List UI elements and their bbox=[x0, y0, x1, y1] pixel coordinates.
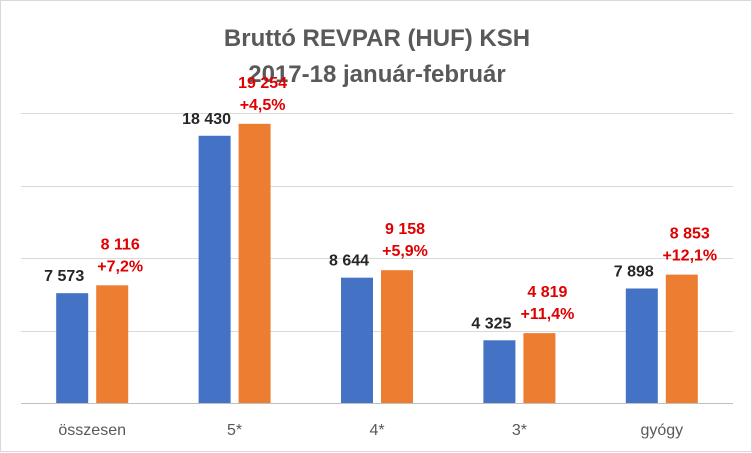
bar-series-1 bbox=[625, 288, 658, 403]
data-label-series-2: 4 819 bbox=[527, 284, 567, 301]
x-tick-label: gyógy bbox=[640, 422, 683, 439]
chart-title: Bruttó REVPAR (HUF) KSH bbox=[223, 25, 531, 52]
bar-series-1 bbox=[198, 135, 231, 403]
x-tick-label: 4* bbox=[369, 422, 384, 439]
bar-series-2 bbox=[523, 333, 556, 403]
change-label-series-2: +5,9% bbox=[382, 243, 428, 260]
x-tick-label: összesen bbox=[58, 422, 126, 439]
data-label-series-1: 7 573 bbox=[44, 268, 84, 285]
data-label-series-1: 18 430 bbox=[182, 111, 231, 128]
data-label-series-2: 9 158 bbox=[385, 221, 425, 238]
x-tick-label: 5* bbox=[227, 422, 242, 439]
bar-series-1 bbox=[483, 340, 516, 403]
data-label-series-2: 8 116 bbox=[101, 236, 140, 253]
change-label-series-2: +11,4% bbox=[520, 306, 574, 323]
bar-series-2 bbox=[238, 123, 271, 403]
bar-series-2 bbox=[665, 274, 698, 403]
data-label-series-2: 8 853 bbox=[670, 226, 710, 243]
change-label-series-2: +4,5% bbox=[240, 97, 286, 114]
bar-series-2 bbox=[381, 270, 413, 403]
bar-series-2 bbox=[96, 285, 129, 403]
data-label-series-1: 8 644 bbox=[329, 253, 369, 270]
bar-series-1 bbox=[56, 293, 89, 403]
chart-subtitle: 2017-18 január-február bbox=[248, 61, 506, 88]
data-label-series-2: 19 254 bbox=[238, 75, 287, 92]
change-label-series-2: +7,2% bbox=[97, 258, 143, 275]
bar-series-1 bbox=[341, 277, 373, 403]
data-label-series-1: 7 898 bbox=[614, 263, 654, 280]
change-label-series-2: +12,1% bbox=[662, 248, 717, 265]
x-tick-label: 3* bbox=[512, 422, 527, 439]
data-label-series-1: 4 325 bbox=[471, 315, 511, 332]
